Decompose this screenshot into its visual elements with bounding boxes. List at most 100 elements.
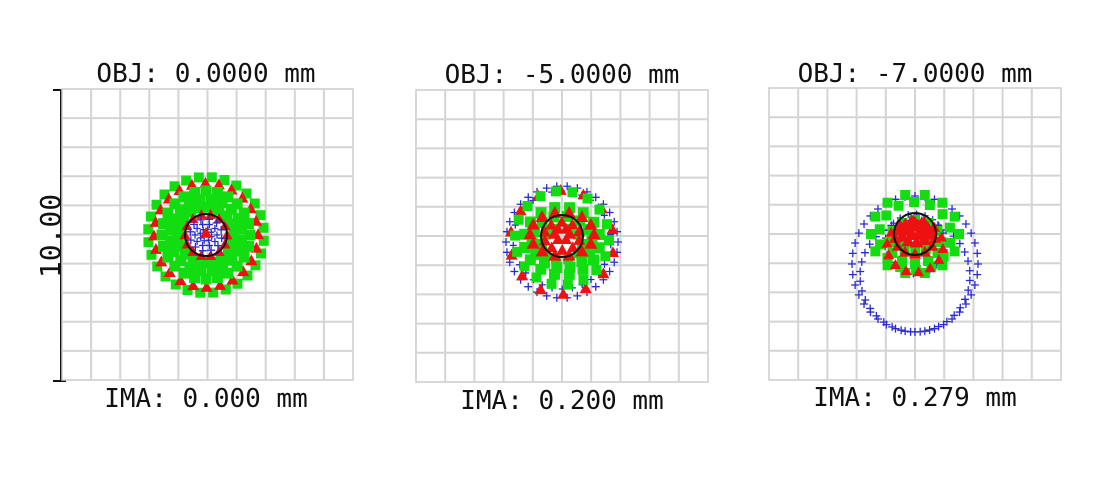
ray-point-plus	[851, 281, 860, 290]
ray-point-square	[882, 197, 893, 208]
ima-label: IMA: 0.200 mm	[460, 386, 664, 416]
ray-point-triangle	[557, 287, 570, 299]
ray-point-square	[206, 265, 218, 277]
ray-point-plus	[967, 290, 976, 299]
ray-point-plus	[891, 324, 900, 333]
ray-point-square	[919, 190, 930, 201]
ray-point-triangle	[560, 222, 572, 234]
ray-point-square	[954, 229, 964, 239]
ray-point-plus	[889, 219, 897, 227]
ray-point-square	[909, 197, 920, 208]
ray-point-plus	[191, 231, 199, 239]
spot-panel: OBJ: 0.0000 mm IMA: 0.000 mm	[61, 59, 354, 414]
ray-point-square	[231, 198, 243, 210]
ray-point-square	[244, 229, 256, 241]
ray-point-plus	[854, 229, 863, 238]
ray-point-plus	[916, 327, 925, 336]
ray-point-square	[205, 193, 217, 205]
ray-point-triangle	[900, 265, 912, 276]
ray-point-square	[195, 287, 206, 298]
ray-point-plus	[542, 291, 551, 300]
ray-point-plus	[851, 238, 860, 247]
ray-point-square	[593, 242, 605, 254]
ray-point-plus	[587, 276, 595, 284]
ray-point-plus	[973, 270, 982, 279]
ray-point-plus	[960, 247, 969, 256]
ray-point-square	[226, 218, 238, 230]
ray-point-square	[866, 229, 876, 239]
ray-point-square	[231, 180, 242, 191]
ray-point-square	[211, 186, 223, 198]
ray-point-triangle	[556, 243, 569, 255]
ray-point-square	[536, 216, 548, 228]
ray-point-triangle	[909, 248, 921, 259]
ray-point-triangle	[534, 283, 547, 295]
ray-point-triangle	[883, 249, 895, 260]
ray-point-triangle	[911, 218, 925, 232]
ima-label: IMA: 0.000 mm	[104, 384, 308, 414]
ray-point-square	[513, 214, 524, 225]
ray-point-square	[195, 265, 207, 277]
ray-point-plus	[961, 299, 970, 308]
ray-point-square	[173, 221, 185, 233]
ray-point-square	[870, 246, 881, 257]
ray-point-square	[881, 210, 892, 221]
ray-point-plus	[955, 308, 964, 317]
ray-point-square	[870, 211, 881, 222]
ray-point-square	[535, 263, 547, 275]
ray-point-triangle	[881, 237, 893, 248]
ray-point-plus	[211, 237, 219, 245]
ray-point-square	[548, 268, 560, 280]
ray-point-triangle	[526, 217, 540, 230]
ray-point-plus	[212, 219, 221, 228]
ray-point-triangle	[889, 259, 901, 270]
ray-point-plus	[524, 282, 533, 291]
ray-point-square	[228, 228, 240, 240]
ray-point-square	[601, 219, 612, 230]
ray-point-plus	[213, 241, 222, 250]
ray-point-square	[189, 272, 201, 284]
ray-point-square	[937, 209, 948, 220]
ray-point-triangle	[245, 254, 258, 266]
ray-point-square	[151, 199, 162, 210]
ray-point-square	[519, 242, 531, 254]
ray-point-square	[577, 263, 589, 275]
ray-point-square	[194, 193, 206, 205]
ray-point-square	[169, 181, 180, 192]
ray-point-square	[215, 253, 227, 265]
ray-point-square	[162, 251, 174, 263]
ray-point-plus	[888, 322, 897, 331]
ray-point-square	[576, 256, 588, 268]
ray-point-square	[875, 239, 886, 250]
obj-label: OBJ: -5.0000 mm	[445, 60, 680, 90]
ray-point-triangle	[214, 279, 227, 290]
ray-point-square	[258, 222, 269, 233]
ray-point-triangle	[226, 273, 239, 285]
ray-point-square	[187, 254, 199, 266]
obj-label: OBJ: 0.0000 mm	[96, 59, 315, 89]
ray-point-plus	[906, 327, 915, 336]
ray-point-square	[217, 261, 229, 273]
ray-point-square	[156, 229, 168, 241]
ray-point-triangle	[545, 241, 558, 253]
ray-point-square	[593, 228, 605, 240]
ray-point-triangle	[917, 232, 932, 245]
ray-point-square	[591, 264, 602, 275]
ray-point-triangle	[575, 210, 589, 222]
ray-point-plus	[197, 230, 204, 237]
ray-point-square	[923, 256, 933, 267]
ray-point-square	[578, 274, 589, 285]
ray-point-plus	[901, 327, 910, 336]
ray-point-square	[600, 251, 611, 262]
ray-point-square	[181, 175, 192, 186]
ray-point-plus	[610, 258, 619, 267]
ray-point-square	[893, 200, 904, 211]
ray-point-plus	[217, 225, 226, 234]
ray-point-square	[238, 207, 250, 219]
ray-point-triangle	[514, 204, 527, 216]
ray-point-square	[564, 261, 576, 273]
ray-point-plus	[872, 311, 881, 320]
grid	[61, 88, 354, 381]
ray-point-square	[178, 212, 190, 224]
ray-point-triangle	[155, 255, 168, 267]
